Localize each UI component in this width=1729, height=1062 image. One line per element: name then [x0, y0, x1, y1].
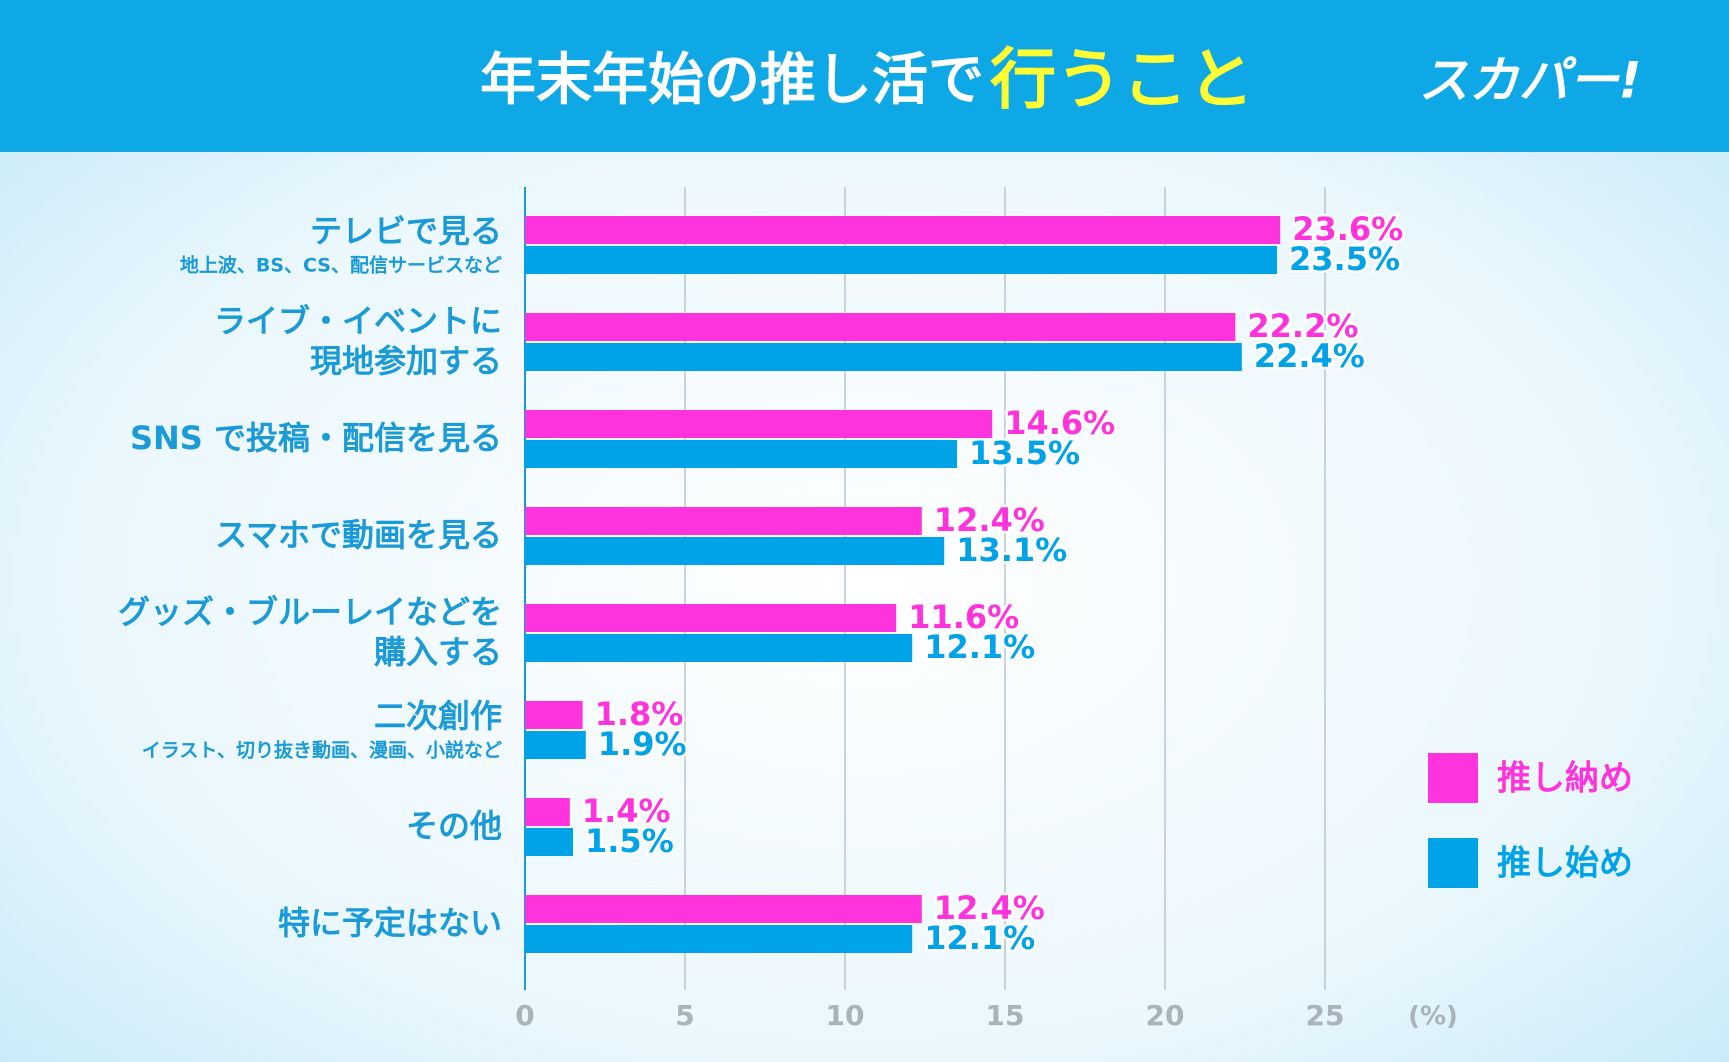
- category-label: その他: [406, 807, 502, 845]
- legend-swatch: [1428, 838, 1478, 888]
- legend-label: 推し始め: [1497, 844, 1633, 884]
- category-note: 地上波、BS、CS、配信サービスなど: [180, 254, 502, 277]
- category-label: 二次創作: [374, 697, 502, 735]
- category-note: イラスト、切り抜き動画、漫画、小説など: [142, 739, 502, 762]
- value-label: 22.4%: [1254, 337, 1365, 375]
- x-tick-label: 25: [1306, 999, 1345, 1032]
- x-tick-label: 5: [675, 999, 694, 1032]
- value-label: 11.6%: [908, 598, 1019, 636]
- value-label: 12.1%: [924, 919, 1035, 957]
- value-label: 23.5%: [1289, 240, 1400, 278]
- category-label: テレビで見る: [310, 212, 502, 250]
- value-label: 1.5%: [585, 822, 674, 860]
- bar: [525, 828, 573, 856]
- bar: [525, 731, 586, 759]
- legend-label: 推し納め: [1497, 759, 1633, 799]
- bar: [525, 343, 1242, 371]
- value-label: 23.6%: [1292, 210, 1403, 248]
- x-axis-unit: (%): [1408, 1002, 1458, 1032]
- value-label: 14.6%: [1004, 404, 1115, 442]
- category-label: 購入する: [374, 633, 502, 671]
- value-label: 12.4%: [934, 501, 1045, 539]
- bar: [525, 507, 922, 535]
- value-label: 1.8%: [595, 695, 684, 733]
- value-label: 1.4%: [582, 792, 671, 830]
- x-tick-label: 20: [1146, 999, 1185, 1032]
- bar: [525, 604, 897, 632]
- x-tick-label: 15: [986, 999, 1025, 1032]
- bar: [525, 925, 913, 953]
- category-label: 特に予定はない: [278, 904, 502, 942]
- x-tick-label: 0: [515, 999, 534, 1032]
- category-label: スマホで動画を見る: [215, 516, 502, 554]
- bar: [525, 440, 957, 468]
- value-label: 12.4%: [934, 889, 1045, 927]
- chart-title-highlight: 行うこと: [990, 41, 1254, 118]
- category-label: グッズ・ブルーレイなどを: [118, 593, 502, 631]
- bar: [525, 537, 945, 565]
- x-tick-label: 10: [826, 999, 865, 1032]
- bar: [525, 216, 1281, 244]
- category-label: ライブ・イベントに: [214, 302, 502, 340]
- value-label: 12.1%: [924, 628, 1035, 666]
- bar: [525, 895, 922, 923]
- value-label: 1.9%: [598, 725, 687, 763]
- bar: [525, 634, 913, 662]
- category-label: SNS で投稿・配信を見る: [130, 419, 502, 457]
- header-bar: [0, 0, 1729, 152]
- bar: [525, 313, 1236, 341]
- bar: [525, 798, 570, 826]
- chart-title: 年末年始の推し活で: [480, 48, 984, 113]
- value-label: 22.2%: [1247, 307, 1358, 345]
- value-label: 13.5%: [969, 434, 1080, 472]
- bar: [525, 701, 583, 729]
- value-label: 13.1%: [956, 531, 1067, 569]
- legend-swatch: [1428, 753, 1478, 803]
- logo: スカパー!: [1419, 52, 1642, 110]
- category-label: 現地参加する: [310, 342, 502, 380]
- bar: [525, 410, 993, 438]
- bar: [525, 246, 1277, 274]
